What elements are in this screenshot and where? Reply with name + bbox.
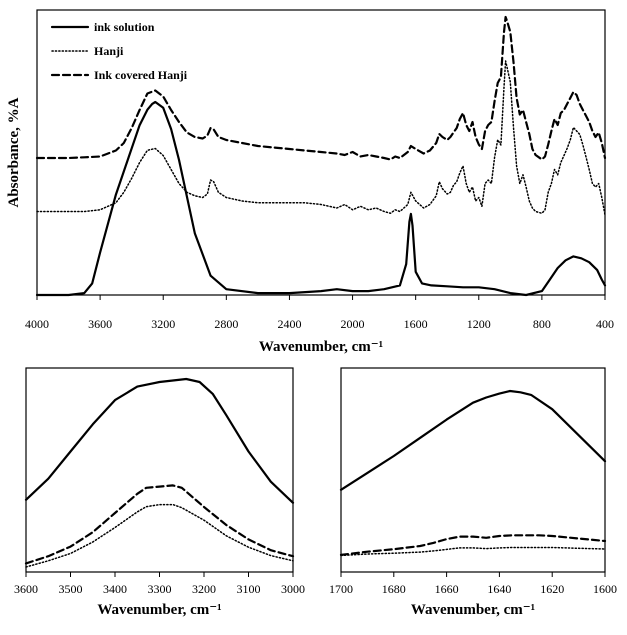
- series-line-ink-covered-hanji: [24, 484, 295, 565]
- x-tick-label: 3600: [14, 582, 38, 596]
- x-tick-label: 3000: [281, 582, 305, 596]
- legend: ink solution Hanji Ink covered Hanji: [50, 20, 188, 82]
- legend-label: ink solution: [94, 20, 155, 34]
- x-tick-label: 1620: [540, 582, 564, 596]
- chart-panel-3: 1700 1680 1660 1640 1620 1600 Wavenumber, cm⁻¹: [329, 367, 617, 618]
- legend-label: Hanji: [94, 44, 124, 58]
- x-tick-label: 3400: [103, 582, 127, 596]
- x-tick-label: 3100: [237, 582, 261, 596]
- series-line-hanji: [36, 60, 606, 216]
- x-tick-label: 2800: [214, 317, 238, 331]
- x-tick-label: 1680: [382, 582, 406, 596]
- x-tick-label: 3600: [88, 317, 112, 331]
- x-axis-label: Wavenumber, cm⁻¹: [97, 602, 221, 618]
- plot-frame: [36, 9, 606, 296]
- x-tick-label: 1600: [593, 582, 617, 596]
- x-tick-label: 3200: [151, 317, 175, 331]
- chart-panel-2: 3600 3500 3400 3300 3200 3100 3000 Wavenumber, …: [14, 367, 305, 618]
- x-axis-label: Wavenumber, cm⁻¹: [259, 339, 383, 355]
- x-tick-label: 3300: [148, 582, 172, 596]
- plot-frame: [340, 367, 606, 573]
- x-tick-label: 2000: [341, 317, 365, 331]
- series-line-ink-solution: [35, 100, 607, 297]
- x-tick-label: 800: [533, 317, 551, 331]
- series-line-ink-solution: [24, 377, 295, 504]
- x-tick-label: 1660: [435, 582, 459, 596]
- series-line-ink-covered-hanji: [35, 15, 607, 161]
- x-tick-label: 4000: [25, 317, 49, 331]
- x-tick-label: 2400: [277, 317, 301, 331]
- x-tick-label: 1640: [487, 582, 511, 596]
- chart-panel-1: 4000 3600 3200 2800 2400 2000 1600 1200 800 400 Wa…: [6, 9, 614, 355]
- x-tick-label: 1700: [329, 582, 353, 596]
- series-line-ink-solution: [339, 389, 607, 491]
- series-line-hanji: [25, 503, 294, 568]
- series-line-ink-covered-hanji: [339, 534, 607, 557]
- x-tick-label: 3500: [59, 582, 83, 596]
- x-tick-label: 1600: [404, 317, 428, 331]
- x-tick-label: 1200: [467, 317, 491, 331]
- y-axis-label: Absorbance, %A: [6, 97, 22, 207]
- legend-label: Ink covered Hanji: [94, 68, 188, 82]
- x-tick-label: 3200: [192, 582, 216, 596]
- series-line-hanji: [340, 546, 606, 557]
- x-tick-label: 400: [596, 317, 614, 331]
- x-axis-label: Wavenumber, cm⁻¹: [411, 602, 535, 618]
